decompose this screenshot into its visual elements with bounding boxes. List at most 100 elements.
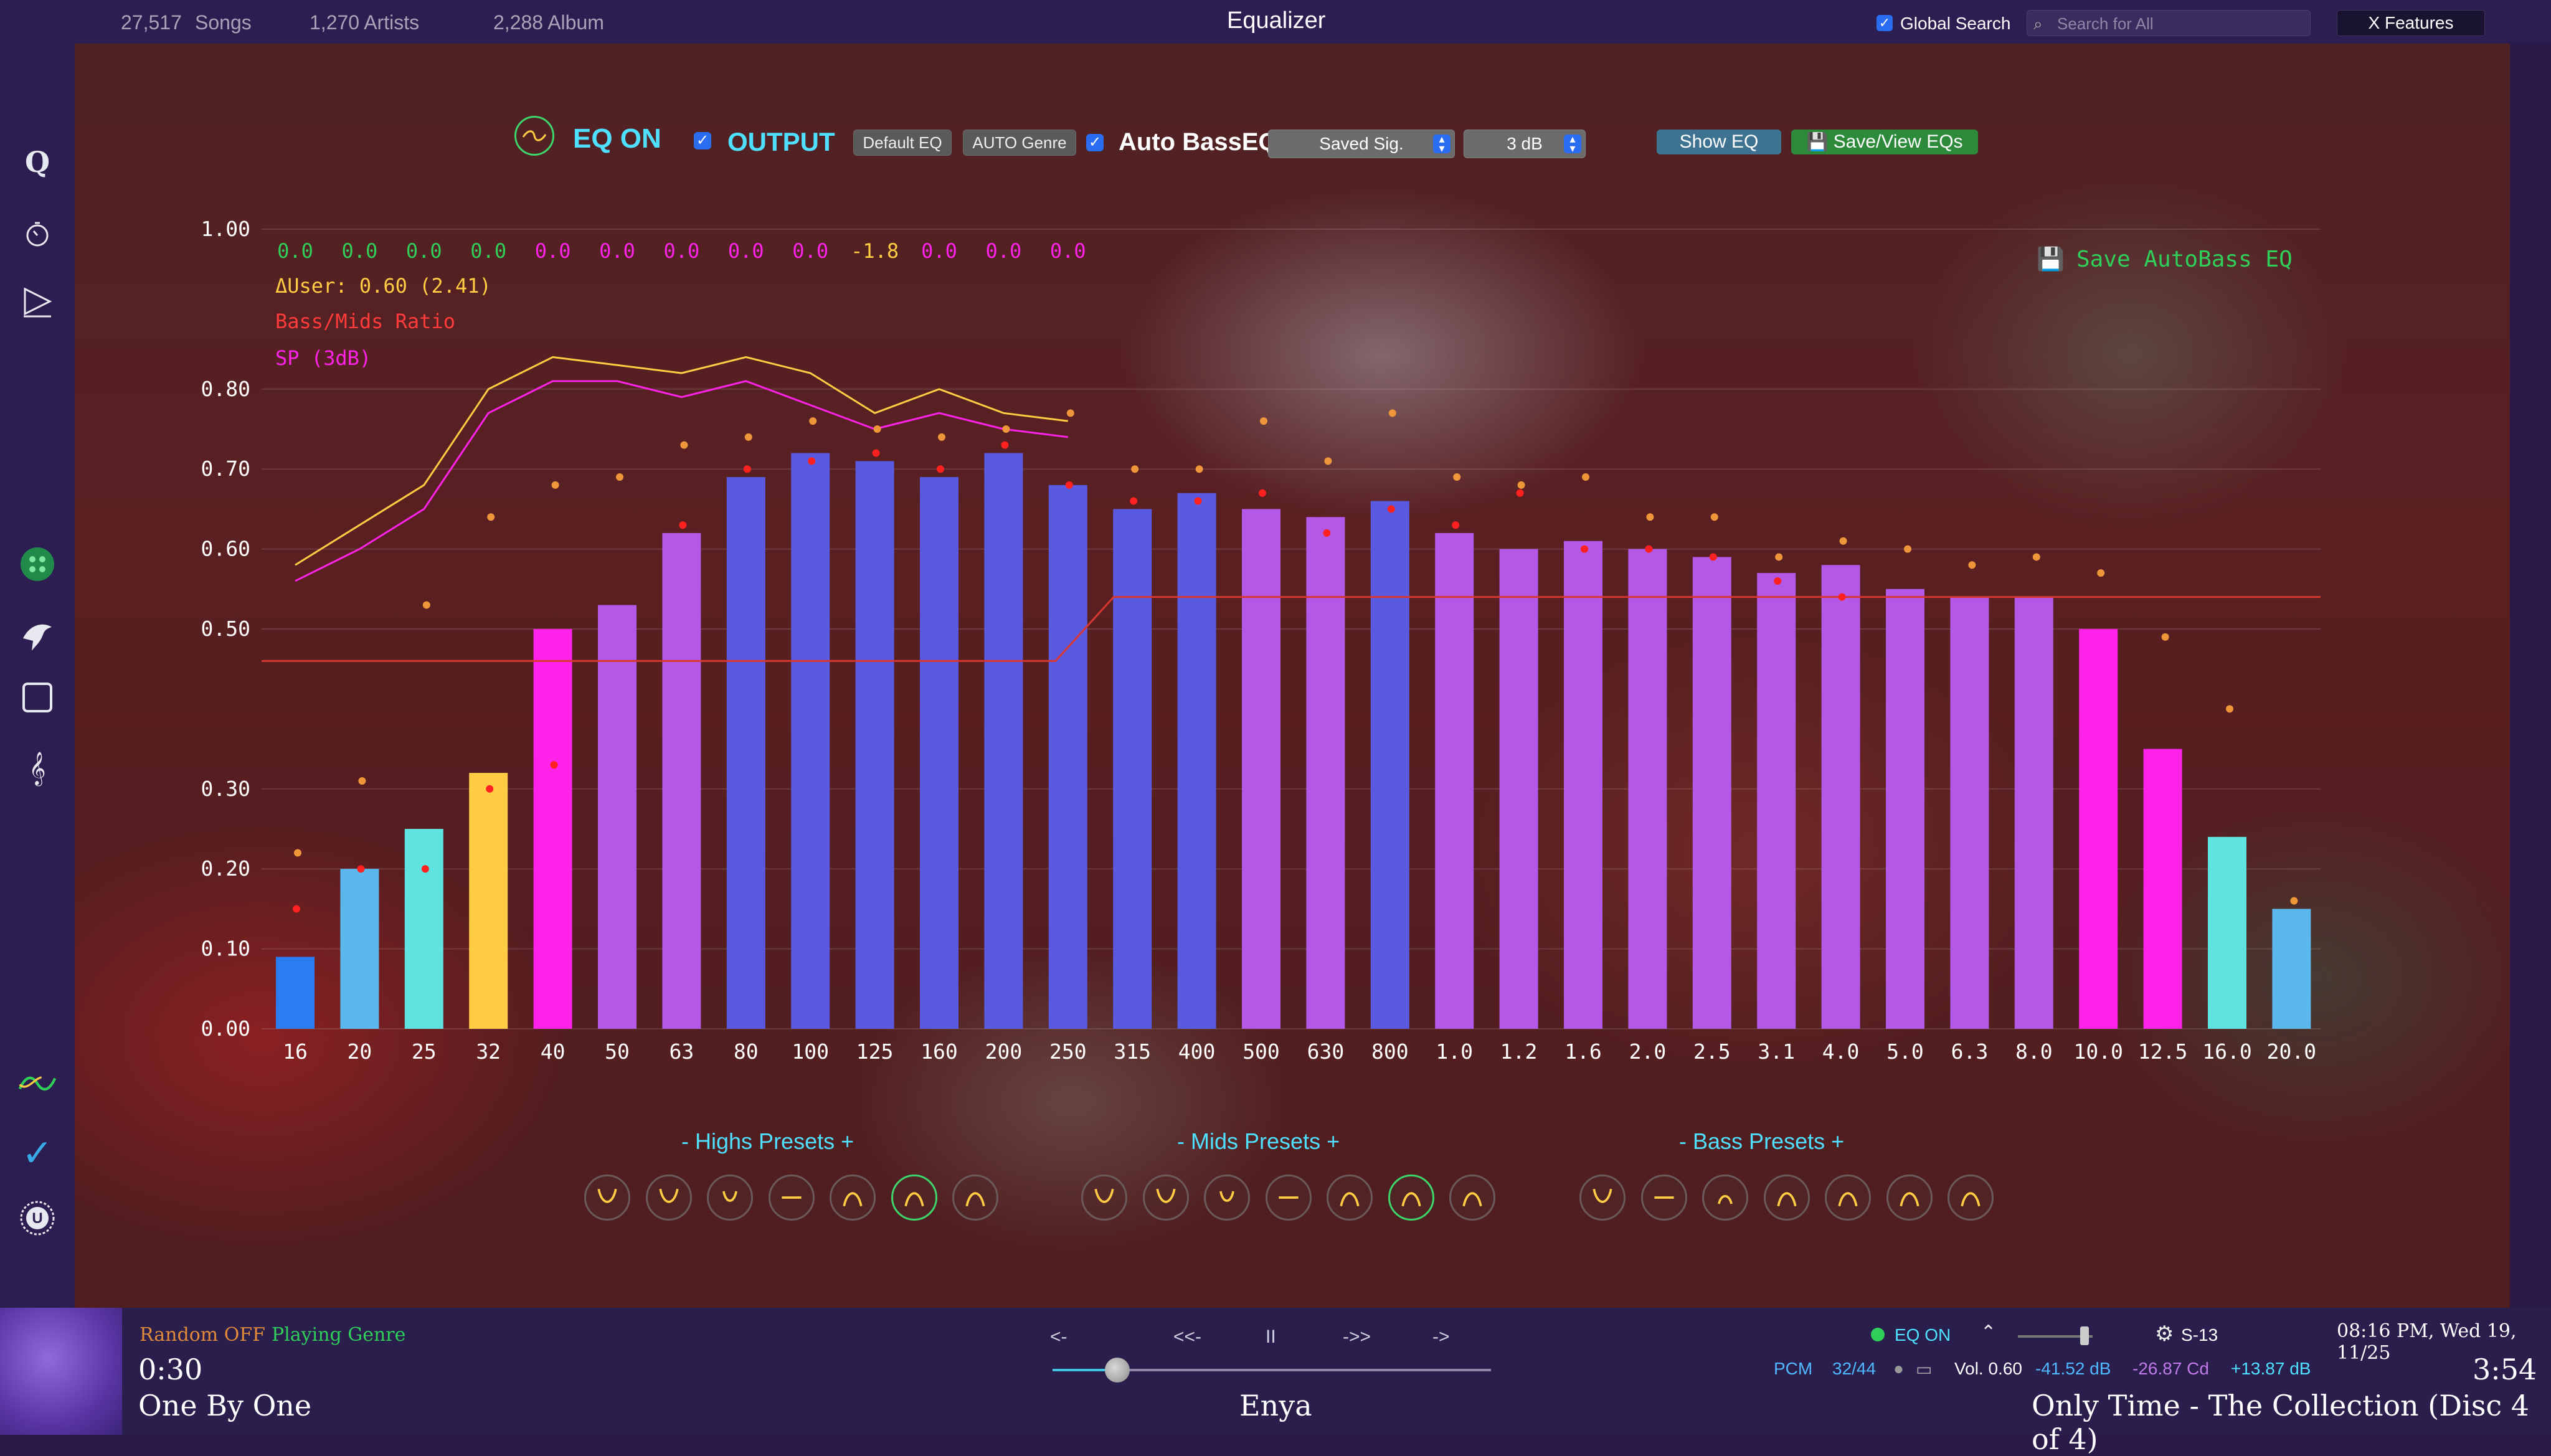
saved-sig-select[interactable]: Saved Sig. ▴ ▾ xyxy=(1268,130,1455,158)
preset-valley-button[interactable] xyxy=(645,1175,692,1221)
progress-knob[interactable] xyxy=(1105,1358,1130,1383)
mids-presets-title[interactable]: - Mids Presets + xyxy=(1177,1128,1340,1155)
preset-flat-button[interactable] xyxy=(1640,1175,1687,1221)
preset-peak-small-button[interactable] xyxy=(1702,1175,1748,1221)
songs-label: Songs xyxy=(195,11,252,34)
preset-peak-button[interactable] xyxy=(1449,1175,1495,1221)
saved-sig-value: Saved Sig. xyxy=(1319,134,1404,153)
bass-minus[interactable]: - xyxy=(1679,1128,1687,1154)
progress-fill xyxy=(1053,1369,1116,1371)
search-input[interactable] xyxy=(2056,13,2301,34)
blurred-album-background xyxy=(75,44,2510,1308)
forward-button[interactable]: ->> xyxy=(1343,1326,1371,1347)
mids-plus[interactable]: + xyxy=(1327,1128,1340,1154)
mids-minus[interactable]: - xyxy=(1177,1128,1185,1154)
preset-flat-button[interactable] xyxy=(768,1175,815,1221)
eq-on-label[interactable]: EQ ON xyxy=(573,123,661,154)
album-title[interactable]: Only Time - The Collection (Disc 4 of 4) xyxy=(2032,1389,2530,1456)
preset-valley-button[interactable] xyxy=(1142,1175,1189,1221)
svg-text:U: U xyxy=(32,1210,42,1227)
bass-presets-title[interactable]: - Bass Presets + xyxy=(1679,1128,1844,1155)
random-toggle[interactable]: Random OFF xyxy=(140,1324,265,1346)
preset-peak-button[interactable] xyxy=(830,1175,876,1221)
show-eq-button[interactable]: Show EQ xyxy=(1657,130,1781,154)
bass-label: Bass Presets xyxy=(1693,1128,1825,1154)
select-arrows-icon: ▴ ▾ xyxy=(1433,133,1451,154)
song-title: One By One xyxy=(138,1389,312,1422)
auto-genre-button[interactable]: AUTO Genre xyxy=(963,130,1076,156)
preset-valley-button[interactable] xyxy=(1579,1175,1626,1221)
global-search-label: Global Search xyxy=(1900,14,2011,33)
preset-peak-button[interactable] xyxy=(1825,1175,1871,1221)
preset-peak-button[interactable] xyxy=(891,1175,937,1221)
preset-valley-small-button[interactable] xyxy=(707,1175,753,1221)
album-art[interactable] xyxy=(0,1308,122,1435)
highs-label: Highs Presets xyxy=(695,1128,835,1154)
songs-count: 27,517 xyxy=(121,11,182,34)
db-level-3: +13.87 dB xyxy=(2231,1359,2311,1378)
eq-on-toggle-icon[interactable] xyxy=(514,116,554,156)
output-label: OUTPUT xyxy=(727,127,835,156)
checkmark-icon[interactable]: ✓ xyxy=(21,1132,54,1174)
eq-wave-icon[interactable] xyxy=(19,1065,56,1102)
volume-slider[interactable] xyxy=(2018,1335,2093,1338)
u-info-icon[interactable]: U xyxy=(19,1199,56,1237)
play-queue-icon[interactable] xyxy=(19,283,56,320)
x-features-button[interactable]: X Features xyxy=(2337,10,2485,36)
preset-flat-button[interactable] xyxy=(1265,1175,1312,1221)
floppy-icon: 💾 xyxy=(1806,132,1829,151)
eq-on-status[interactable]: EQ ON xyxy=(1895,1325,1951,1345)
save-view-eqs-button[interactable]: 💾 Save/View EQs xyxy=(1791,130,1978,154)
volume-value: Vol. 0.60 xyxy=(1954,1359,2022,1378)
search-icon: ⌕ xyxy=(2033,14,2043,33)
preset-valley-small-button[interactable] xyxy=(1204,1175,1250,1221)
gear-icon[interactable]: ⚙ xyxy=(2155,1322,2174,1346)
bird-icon[interactable] xyxy=(19,617,56,654)
date-time: 08:16 PM, Wed 19, 11/25 xyxy=(2337,1320,2517,1364)
preset-peak-button[interactable] xyxy=(1763,1175,1810,1221)
preset-peak-button[interactable] xyxy=(1327,1175,1373,1221)
preset-valley-button[interactable] xyxy=(1081,1175,1127,1221)
output-checkbox[interactable]: ✓ xyxy=(694,132,711,149)
preset-valley-button[interactable] xyxy=(584,1175,630,1221)
preset-peak-button[interactable] xyxy=(952,1175,998,1221)
select-arrows-icon: ▴ ▾ xyxy=(1564,133,1581,154)
albums-count[interactable]: 2,288 Album xyxy=(493,11,604,34)
progress-track[interactable] xyxy=(1053,1369,1491,1371)
player-bar: Random OFF Playing Genre 0:30 One By One… xyxy=(0,1308,2551,1456)
auto-bass-checkbox[interactable]: ✓ xyxy=(1086,134,1104,151)
genre-dots-icon[interactable] xyxy=(19,546,56,583)
track-duration: 3:54 xyxy=(2473,1353,2537,1386)
global-search-checkbox[interactable]: ✓ xyxy=(1877,15,1893,31)
default-eq-button[interactable]: Default EQ xyxy=(853,130,952,156)
db-value: 3 dB xyxy=(1507,134,1543,153)
highs-plus[interactable]: + xyxy=(841,1128,854,1154)
sample-rate: 32/44 xyxy=(1832,1359,1877,1378)
search-field[interactable]: ⌕ xyxy=(2027,10,2311,36)
artists-count[interactable]: 1,270 Artists xyxy=(310,11,420,34)
highs-presets-title[interactable]: - Highs Presets + xyxy=(681,1128,854,1155)
highs-minus[interactable]: - xyxy=(681,1128,689,1154)
volume-knob[interactable] xyxy=(2080,1326,2089,1345)
preset-peak-button[interactable] xyxy=(1388,1175,1434,1221)
next-track-button[interactable]: -> xyxy=(1432,1326,1450,1347)
save-view-label: Save/View EQs xyxy=(1833,131,1963,152)
sidebar: Q 𝄞 ✓ U xyxy=(0,44,75,1308)
pause-button[interactable]: II xyxy=(1266,1326,1276,1347)
prev-track-button[interactable]: <- xyxy=(1050,1326,1067,1347)
artist-name[interactable]: Enya xyxy=(1239,1389,1312,1422)
treble-clef-icon[interactable]: 𝄞 xyxy=(29,751,46,785)
chevron-up-icon[interactable]: ⌃ xyxy=(1981,1322,1997,1343)
preset-peak-button[interactable] xyxy=(1886,1175,1933,1221)
db-level-1: -41.52 dB xyxy=(2035,1359,2111,1378)
setting-label: S-13 xyxy=(2181,1325,2218,1345)
q-icon[interactable]: Q xyxy=(24,145,50,179)
playing-genre[interactable]: Playing Genre xyxy=(272,1324,406,1346)
preset-peak-button[interactable] xyxy=(1948,1175,1994,1221)
bass-plus[interactable]: + xyxy=(1831,1128,1845,1154)
pcm-label: PCM xyxy=(1774,1359,1813,1378)
db-select[interactable]: 3 dB ▴ ▾ xyxy=(1464,130,1586,158)
frame-icon[interactable] xyxy=(19,679,56,716)
timer-icon[interactable] xyxy=(19,215,56,253)
rewind-button[interactable]: <<- xyxy=(1173,1326,1202,1347)
